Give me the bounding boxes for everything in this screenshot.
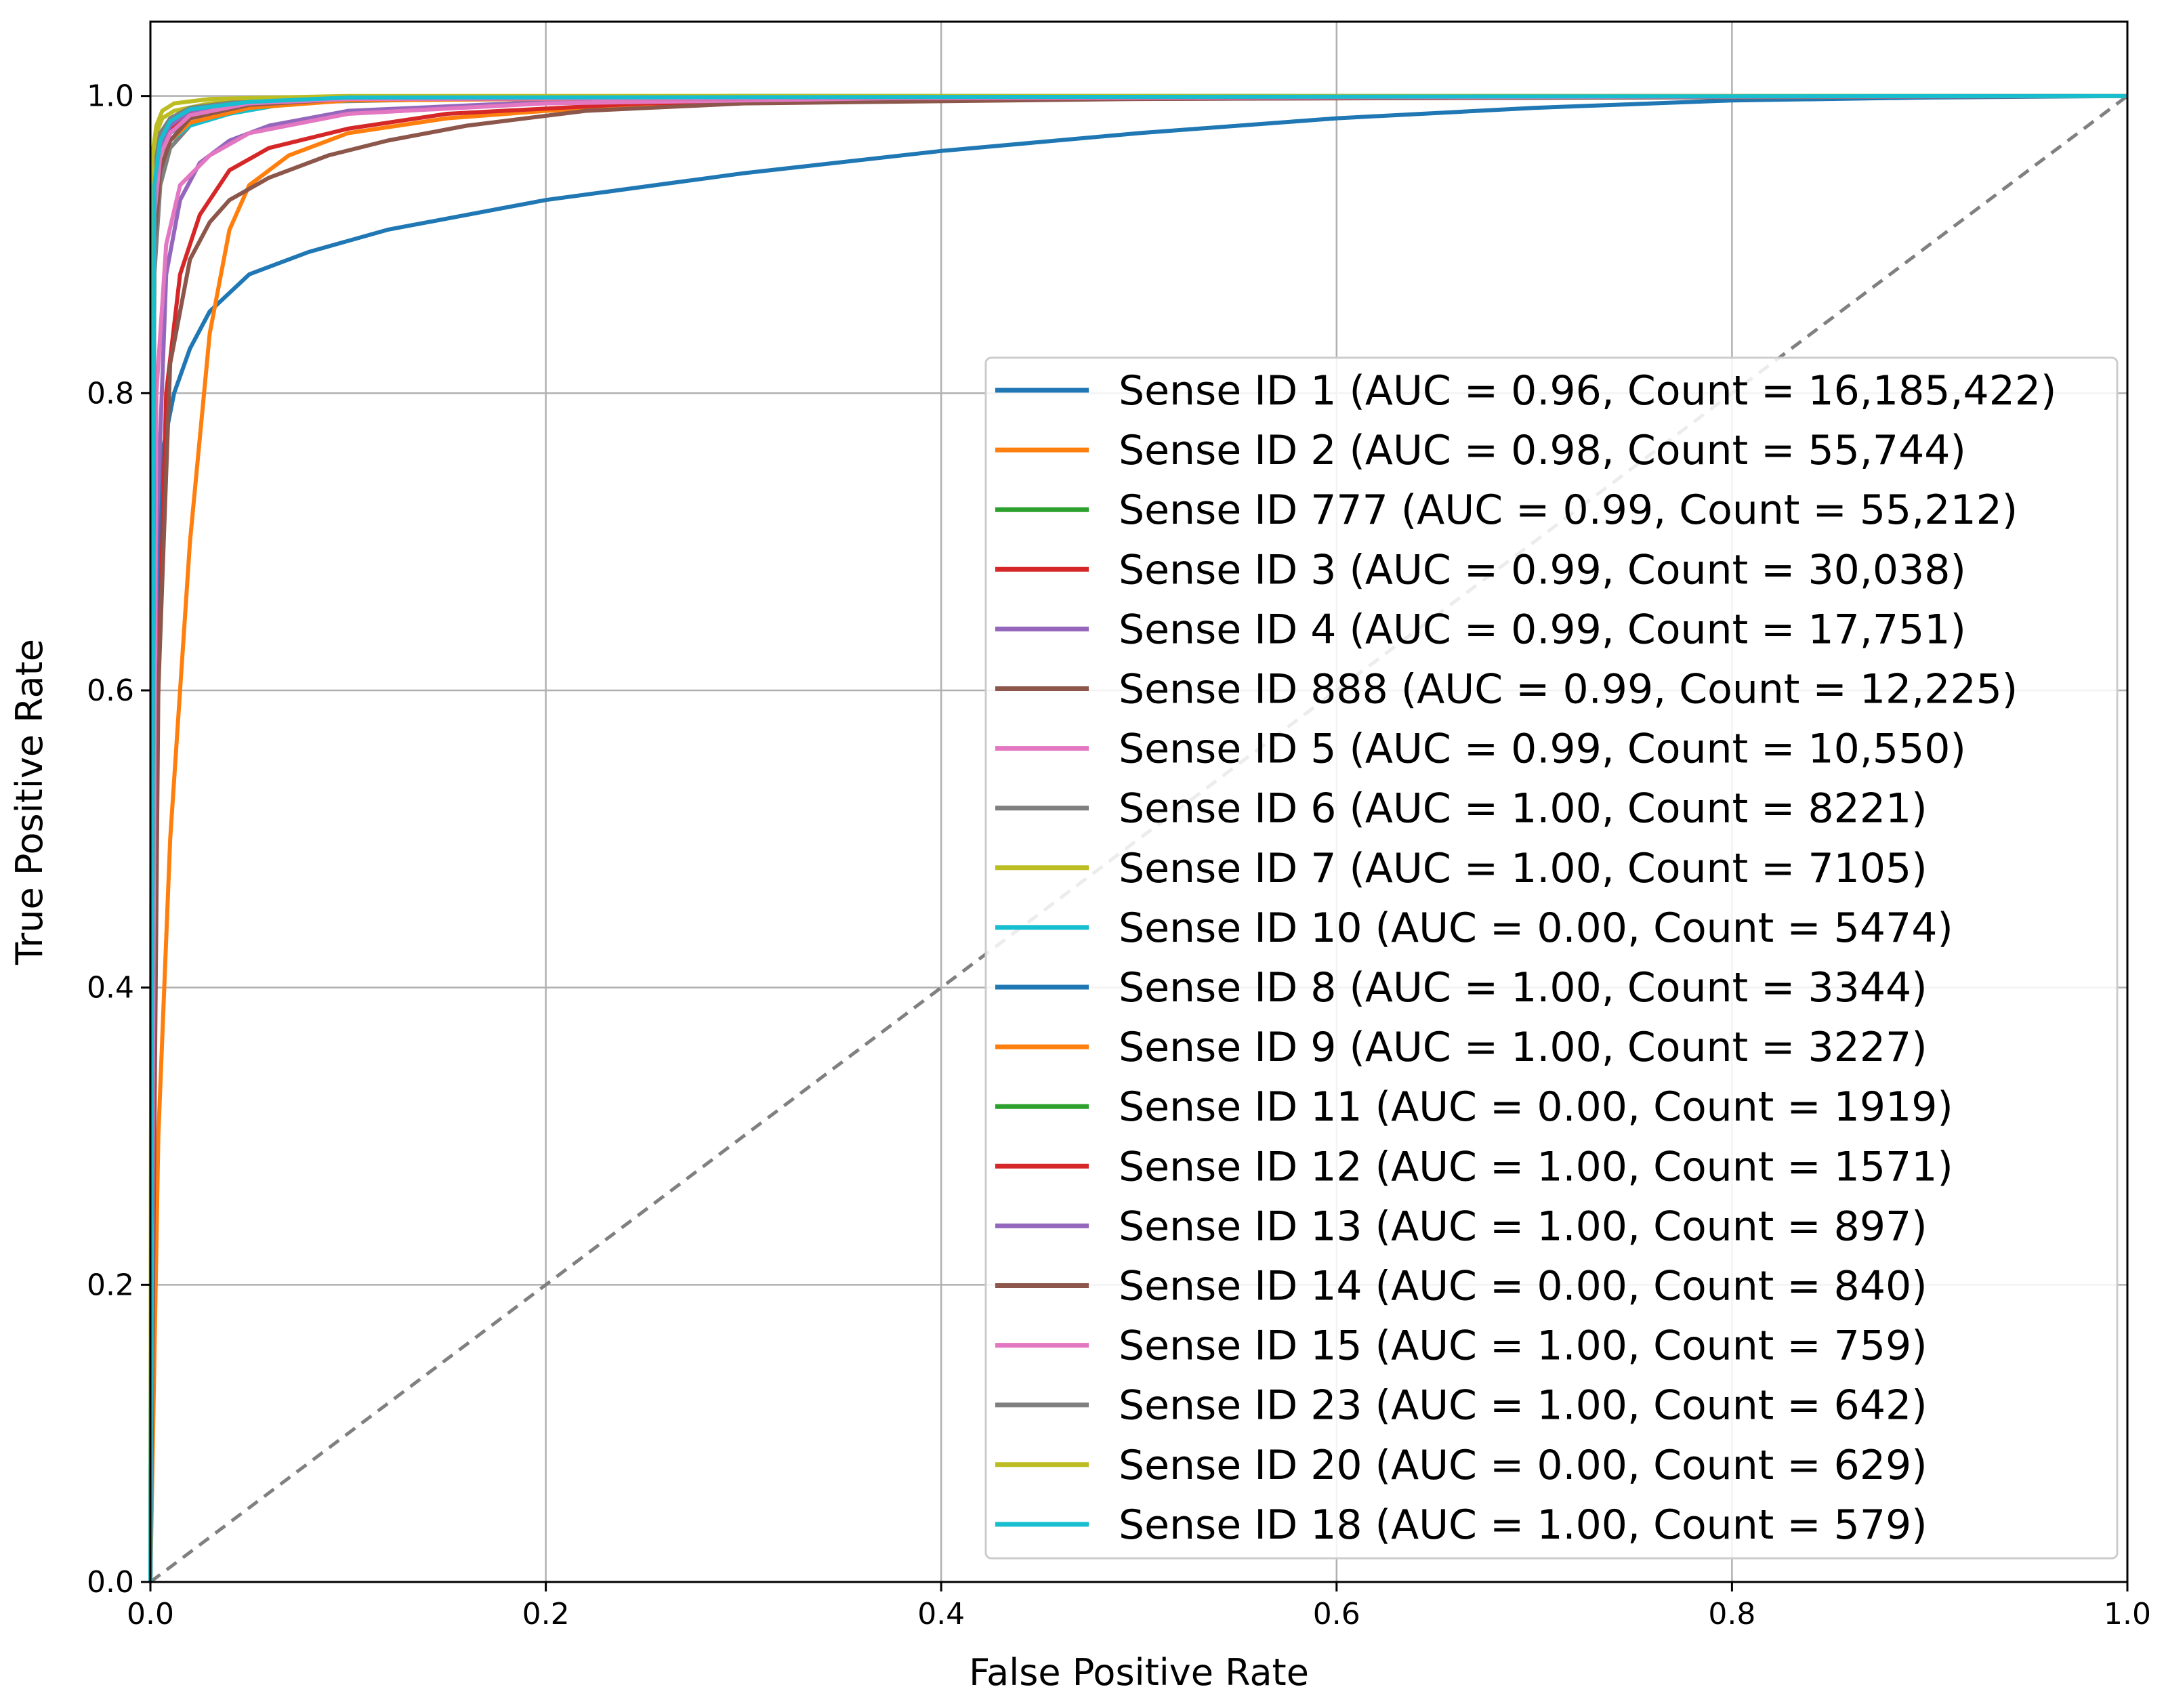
legend-entry: Sense ID 888 (AUC = 0.99, Count = 12,225…: [1119, 666, 2018, 713]
y-tick-label: 0.2: [87, 1268, 134, 1302]
roc-curve-7: [148, 93, 2128, 1583]
legend-entry: Sense ID 777 (AUC = 0.99, Count = 55,212…: [1119, 486, 2018, 534]
roc-curve-20: [148, 93, 2128, 1583]
legend-entry: Sense ID 6 (AUC = 1.00, Count = 8221): [1119, 785, 1928, 833]
roc-curve-1: [148, 93, 2128, 1583]
roc-curves: [148, 93, 2128, 1583]
x-tick-label: 0.2: [522, 1597, 570, 1631]
y-tick-label: 0.0: [87, 1565, 134, 1600]
legend-entry: Sense ID 18 (AUC = 1.00, Count = 579): [1119, 1501, 1928, 1549]
legend-box: [984, 356, 2119, 1560]
legend-entry: Sense ID 3 (AUC = 0.99, Count = 30,038): [1119, 546, 1966, 593]
legend-entry: Sense ID 15 (AUC = 1.00, Count = 759): [1119, 1322, 1928, 1370]
legend-entry: Sense ID 1 (AUC = 0.96, Count = 16,185,4…: [1119, 367, 2056, 415]
x-axis-label: False Positive Rate: [969, 1651, 1309, 1694]
legend-entry: Sense ID 9 (AUC = 1.00, Count = 3227): [1119, 1024, 1928, 1071]
legend: Sense ID 1 (AUC = 0.96, Count = 16,185,4…: [984, 356, 2119, 1560]
x-tick-label: 0.0: [127, 1597, 174, 1631]
legend-entry: Sense ID 8 (AUC = 1.00, Count = 3344): [1119, 964, 1928, 1012]
legend-entry: Sense ID 20 (AUC = 0.00, Count = 629): [1119, 1442, 1928, 1489]
legend-entry: Sense ID 23 (AUC = 1.00, Count = 642): [1119, 1382, 1928, 1430]
legend-entry: Sense ID 10 (AUC = 0.00, Count = 5474): [1119, 904, 1953, 952]
y-tick-label: 0.4: [87, 971, 134, 1005]
axis-ticks: 0.0 0.2 0.4 0.6 0.8 1.0 0.0 0.2 0.4 0.6 0.8 1.0: [87, 79, 2151, 1631]
legend-entry: Sense ID 7 (AUC = 1.00, Count = 7105): [1119, 845, 1928, 892]
reference-diagonal: [149, 94, 2129, 1583]
x-tick-label: 1.0: [2104, 1597, 2151, 1631]
legend-entry: Sense ID 14 (AUC = 0.00, Count = 840): [1119, 1263, 1928, 1310]
x-tick-label: 0.4: [917, 1597, 965, 1631]
y-tick-label: 0.6: [87, 673, 134, 708]
legend-entry: Sense ID 2 (AUC = 0.98, Count = 55,744): [1119, 427, 1966, 474]
y-axis-label: True Positive Rate: [8, 639, 51, 965]
legend-entry: Sense ID 11 (AUC = 0.00, Count = 1919): [1119, 1083, 1953, 1131]
legend-entry: Sense ID 13 (AUC = 1.00, Count = 897): [1119, 1203, 1928, 1250]
y-tick-label: 0.8: [87, 376, 134, 411]
legend-entry: Sense ID 5 (AUC = 0.99, Count = 10,550): [1119, 726, 1966, 773]
x-tick-label: 0.6: [1313, 1597, 1360, 1631]
legend-entry: Sense ID 4 (AUC = 0.99, Count = 17,751): [1119, 606, 1966, 653]
legend-entry: Sense ID 12 (AUC = 1.00, Count = 1571): [1119, 1143, 1953, 1190]
x-tick-label: 0.8: [1708, 1597, 1755, 1631]
y-tick-label: 1.0: [87, 79, 134, 114]
plot-frame: [149, 20, 2129, 1583]
chance-line: [149, 94, 2129, 1583]
roc-curve-6: [148, 93, 2128, 1583]
